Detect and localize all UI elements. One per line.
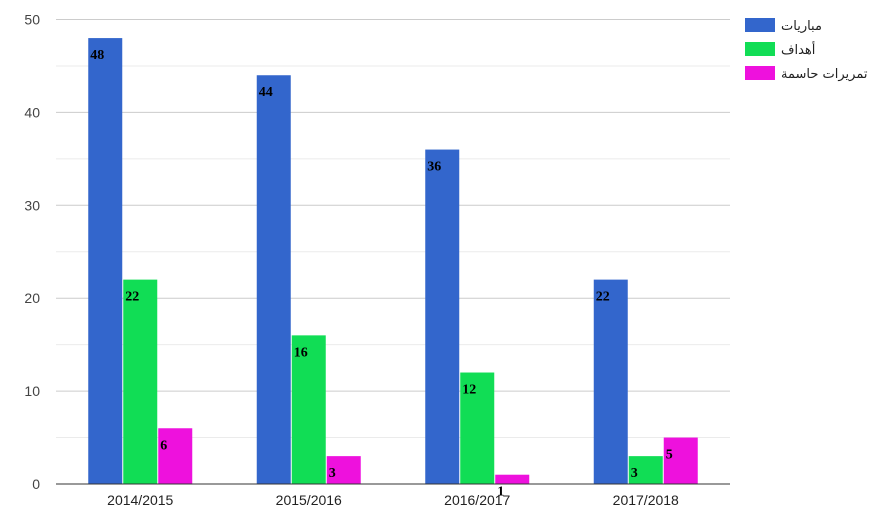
y-tick-label: 40 [24, 104, 40, 120]
x-tick-label: 2014/2015 [107, 492, 173, 508]
data-label: 1 [497, 485, 504, 500]
data-label: 36 [427, 160, 441, 175]
bar[interactable] [663, 437, 698, 484]
bar[interactable] [460, 372, 495, 484]
data-label: 16 [294, 345, 308, 360]
data-label: 12 [462, 383, 476, 398]
bar[interactable] [425, 149, 460, 484]
data-label: 6 [160, 438, 167, 453]
legend-swatch [745, 66, 775, 80]
legend-label: أهداف [781, 41, 815, 58]
data-label: 3 [631, 466, 638, 481]
data-label: 22 [596, 290, 610, 305]
legend-label: تمريرات حاسمة [781, 67, 868, 82]
y-tick-label: 50 [24, 12, 40, 28]
bar[interactable] [291, 335, 326, 484]
y-tick-label: 10 [24, 383, 40, 399]
x-axis-ticks: 2014/2015 2015/2016 2016/2017 2017/2018 [107, 492, 679, 508]
bar[interactable] [88, 38, 123, 484]
bar[interactable] [123, 279, 158, 484]
legend-swatch [745, 42, 775, 56]
legend-item[interactable]: أهداف [745, 41, 815, 58]
y-tick-label: 0 [32, 476, 40, 492]
y-axis-ticks: 0 10 20 30 40 50 [24, 12, 40, 493]
data-labels: 48 22 6 44 16 3 36 12 1 22 3 5 [90, 48, 673, 500]
bar[interactable] [495, 474, 530, 484]
bar[interactable] [593, 279, 628, 484]
data-label: 22 [125, 290, 139, 305]
legend-label: مباريات [781, 19, 822, 34]
bars [88, 38, 698, 485]
gridlines [56, 19, 730, 439]
y-tick-label: 20 [24, 290, 40, 306]
legend-item[interactable]: تمريرات حاسمة [745, 66, 868, 82]
legend-swatch [745, 18, 775, 32]
y-tick-label: 30 [24, 197, 40, 213]
data-label: 5 [666, 448, 673, 463]
bar[interactable] [628, 456, 663, 484]
data-label: 44 [259, 85, 273, 100]
bar[interactable] [326, 456, 361, 484]
x-tick-label: 2017/2018 [613, 492, 679, 508]
x-tick-label: 2015/2016 [276, 492, 342, 508]
bar[interactable] [256, 75, 291, 485]
x-tick-label: 2016/2017 [444, 492, 510, 508]
data-label: 48 [90, 48, 104, 63]
legend[interactable]: مباريات أهداف تمريرات حاسمة [745, 18, 868, 82]
bar[interactable] [158, 428, 193, 484]
legend-item[interactable]: مباريات [745, 18, 822, 34]
data-label: 3 [329, 466, 336, 481]
